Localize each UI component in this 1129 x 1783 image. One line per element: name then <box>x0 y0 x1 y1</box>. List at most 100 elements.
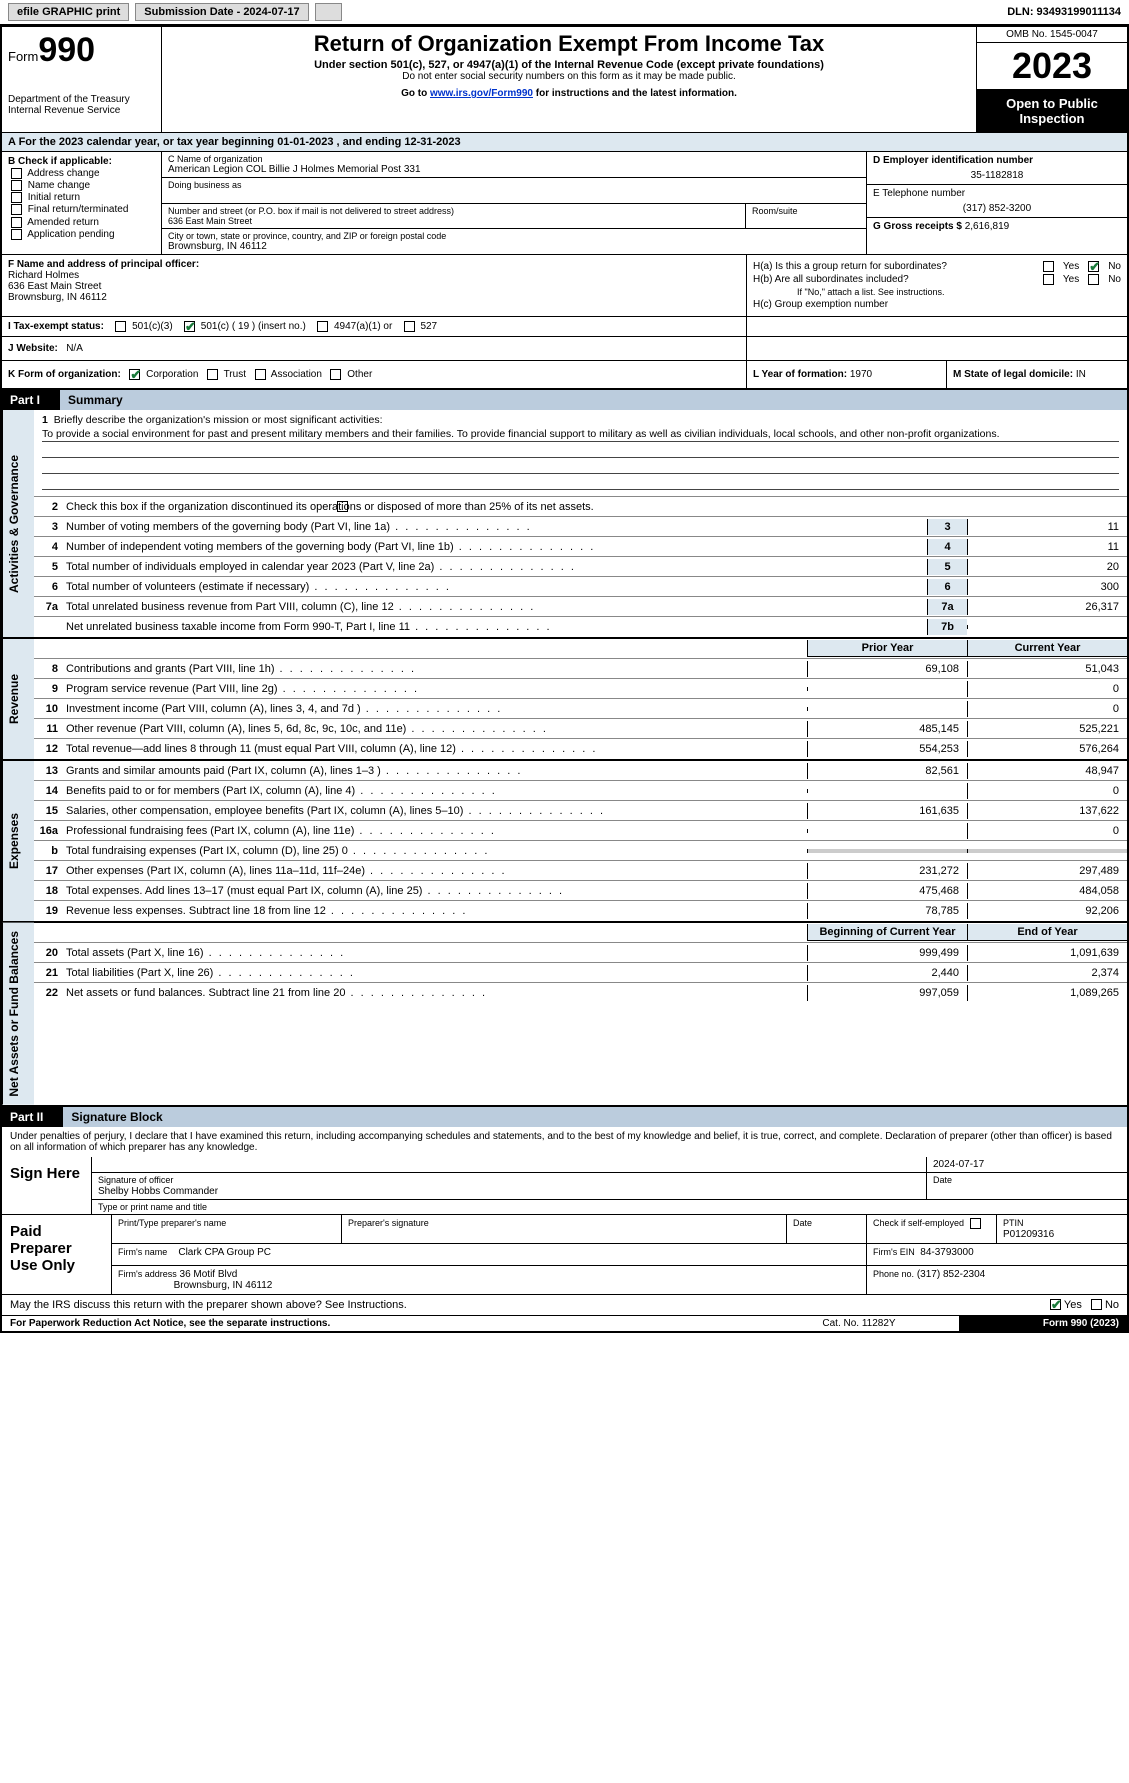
summary-line: 3Number of voting members of the governi… <box>34 517 1127 537</box>
chk-discuss-yes[interactable] <box>1050 1299 1061 1310</box>
dln-text: DLN: 93493199011134 <box>1007 6 1121 18</box>
side-exp: Expenses <box>2 761 34 921</box>
goto-line: Go to www.irs.gov/Form990 for instructio… <box>170 88 968 99</box>
ein-value: 35-1182818 <box>873 170 1121 181</box>
discuss-row: May the IRS discuss this return with the… <box>2 1295 1127 1316</box>
ptin-value: P01209316 <box>1003 1229 1054 1240</box>
paperwork-notice: For Paperwork Reduction Act Notice, see … <box>2 1316 759 1331</box>
chk-other[interactable] <box>330 369 341 380</box>
chk-name-change[interactable] <box>11 180 22 191</box>
year-formed: 1970 <box>850 369 872 380</box>
firm-address: 36 Motif Blvd <box>180 1269 238 1280</box>
top-toolbar: efile GRAPHIC print Submission Date - 20… <box>0 0 1129 25</box>
footer: For Paperwork Reduction Act Notice, see … <box>2 1316 1127 1331</box>
telephone-value: (317) 852-3200 <box>873 203 1121 214</box>
officer-sig-name: Shelby Hobbs Commander <box>98 1186 218 1197</box>
header-mid: Return of Organization Exempt From Incom… <box>162 27 977 132</box>
chk-self-employed[interactable] <box>970 1218 981 1229</box>
section-fh: F Name and address of principal officer:… <box>2 255 1127 317</box>
side-gov: Activities & Governance <box>2 410 34 637</box>
chk-hb-yes[interactable] <box>1043 274 1054 285</box>
summary-line: Net unrelated business taxable income fr… <box>34 617 1127 637</box>
summary-line: bTotal fundraising expenses (Part IX, co… <box>34 841 1127 861</box>
cat-no: Cat. No. 11282Y <box>759 1316 959 1331</box>
chk-final-return[interactable] <box>11 204 22 215</box>
form-subtitle: Under section 501(c), 527, or 4947(a)(1)… <box>170 59 968 71</box>
paid-preparer-section: Paid Preparer Use Only Print/Type prepar… <box>2 1215 1127 1295</box>
website-value: N/A <box>66 343 83 354</box>
col-d-contact: D Employer identification number35-11828… <box>867 152 1127 254</box>
perjury-statement: Under penalties of perjury, I declare th… <box>2 1127 1127 1157</box>
firm-ein: 84-3793000 <box>920 1247 973 1258</box>
summary-line: 7aTotal unrelated business revenue from … <box>34 597 1127 617</box>
summary-line: 16aProfessional fundraising fees (Part I… <box>34 821 1127 841</box>
section-klm: K Form of organization: Corporation Trus… <box>2 361 1127 390</box>
sign-here-label: Sign Here <box>2 1157 92 1214</box>
form-page: Form990 Department of the Treasury Inter… <box>0 25 1129 1333</box>
summary-line: 10Investment income (Part VIII, column (… <box>34 699 1127 719</box>
activities-governance-block: Activities & Governance 1 Briefly descri… <box>2 410 1127 639</box>
summary-line: 20Total assets (Part X, line 16)999,4991… <box>34 943 1127 963</box>
chk-corp[interactable] <box>129 369 140 380</box>
summary-line: 15Salaries, other compensation, employee… <box>34 801 1127 821</box>
summary-line: 18Total expenses. Add lines 13–17 (must … <box>34 881 1127 901</box>
summary-line: 17Other expenses (Part IX, column (A), l… <box>34 861 1127 881</box>
irs-label: Internal Revenue Service <box>8 105 155 116</box>
form-title: Return of Organization Exempt From Incom… <box>170 31 968 57</box>
firm-phone: (317) 852-2304 <box>917 1269 985 1280</box>
chk-amended-return[interactable] <box>11 217 22 228</box>
chk-address-change[interactable] <box>11 168 22 179</box>
summary-line: 4Number of independent voting members of… <box>34 537 1127 557</box>
dept-label: Department of the Treasury <box>8 94 155 105</box>
summary-line: 19Revenue less expenses. Subtract line 1… <box>34 901 1127 921</box>
irs-link[interactable]: www.irs.gov/Form990 <box>430 88 533 99</box>
summary-line: 6Total number of volunteers (estimate if… <box>34 577 1127 597</box>
gross-receipts: 2,616,819 <box>965 221 1010 232</box>
expenses-block: Expenses 13Grants and similar amounts pa… <box>2 761 1127 923</box>
summary-line: 5Total number of individuals employed in… <box>34 557 1127 577</box>
chk-501c[interactable] <box>184 321 195 332</box>
col-c-org: C Name of organizationAmerican Legion CO… <box>162 152 867 254</box>
chk-hb-no[interactable] <box>1088 274 1099 285</box>
mission-text: To provide a social environment for past… <box>42 428 1119 442</box>
org-street: 636 East Main Street <box>168 216 739 226</box>
chk-4947[interactable] <box>317 321 328 332</box>
chk-app-pending[interactable] <box>11 229 22 240</box>
officer-name: Richard Holmes <box>8 270 740 281</box>
paid-preparer-label: Paid Preparer Use Only <box>2 1215 112 1294</box>
side-net: Net Assets or Fund Balances <box>2 923 34 1105</box>
signature-section: Under penalties of perjury, I declare th… <box>2 1127 1127 1215</box>
section-tax-status: I Tax-exempt status: 501(c)(3) 501(c) ( … <box>2 317 1127 337</box>
part2-header: Part II Signature Block <box>2 1107 1127 1127</box>
summary-line: 11Other revenue (Part VIII, column (A), … <box>34 719 1127 739</box>
chk-initial-return[interactable] <box>11 192 22 203</box>
summary-line: 8Contributions and grants (Part VIII, li… <box>34 659 1127 679</box>
chk-discuss-no[interactable] <box>1091 1299 1102 1310</box>
chk-line2[interactable] <box>337 501 348 512</box>
blank-button <box>315 3 342 21</box>
efile-button[interactable]: efile GRAPHIC print <box>8 3 129 21</box>
summary-line: 9Program service revenue (Part VIII, lin… <box>34 679 1127 699</box>
chk-trust[interactable] <box>207 369 218 380</box>
state-domicile: IN <box>1076 369 1086 380</box>
chk-ha-yes[interactable] <box>1043 261 1054 272</box>
chk-ha-no[interactable] <box>1088 261 1099 272</box>
chk-527[interactable] <box>404 321 415 332</box>
open-to-public: Open to Public Inspection <box>977 90 1127 132</box>
row-a-calendar: A For the 2023 calendar year, or tax yea… <box>2 133 1127 152</box>
form-header: Form990 Department of the Treasury Inter… <box>2 27 1127 133</box>
chk-assoc[interactable] <box>255 369 266 380</box>
chk-501c3[interactable] <box>115 321 126 332</box>
section-bcd: B Check if applicable: Address change Na… <box>2 152 1127 255</box>
sig-date: 2024-07-17 <box>927 1157 1127 1172</box>
header-right: OMB No. 1545-0047 2023 Open to Public In… <box>977 27 1127 132</box>
submission-date-button[interactable]: Submission Date - 2024-07-17 <box>135 3 308 21</box>
omb-number: OMB No. 1545-0047 <box>977 27 1127 43</box>
org-name: American Legion COL Billie J Holmes Memo… <box>168 164 860 175</box>
netassets-block: Net Assets or Fund Balances Beginning of… <box>2 923 1127 1107</box>
ssn-warning: Do not enter social security numbers on … <box>170 71 968 82</box>
col-b-checkboxes: B Check if applicable: Address change Na… <box>2 152 162 254</box>
side-rev: Revenue <box>2 639 34 759</box>
summary-line: 22Net assets or fund balances. Subtract … <box>34 983 1127 1003</box>
revenue-block: Revenue Prior YearCurrent Year 8Contribu… <box>2 639 1127 761</box>
